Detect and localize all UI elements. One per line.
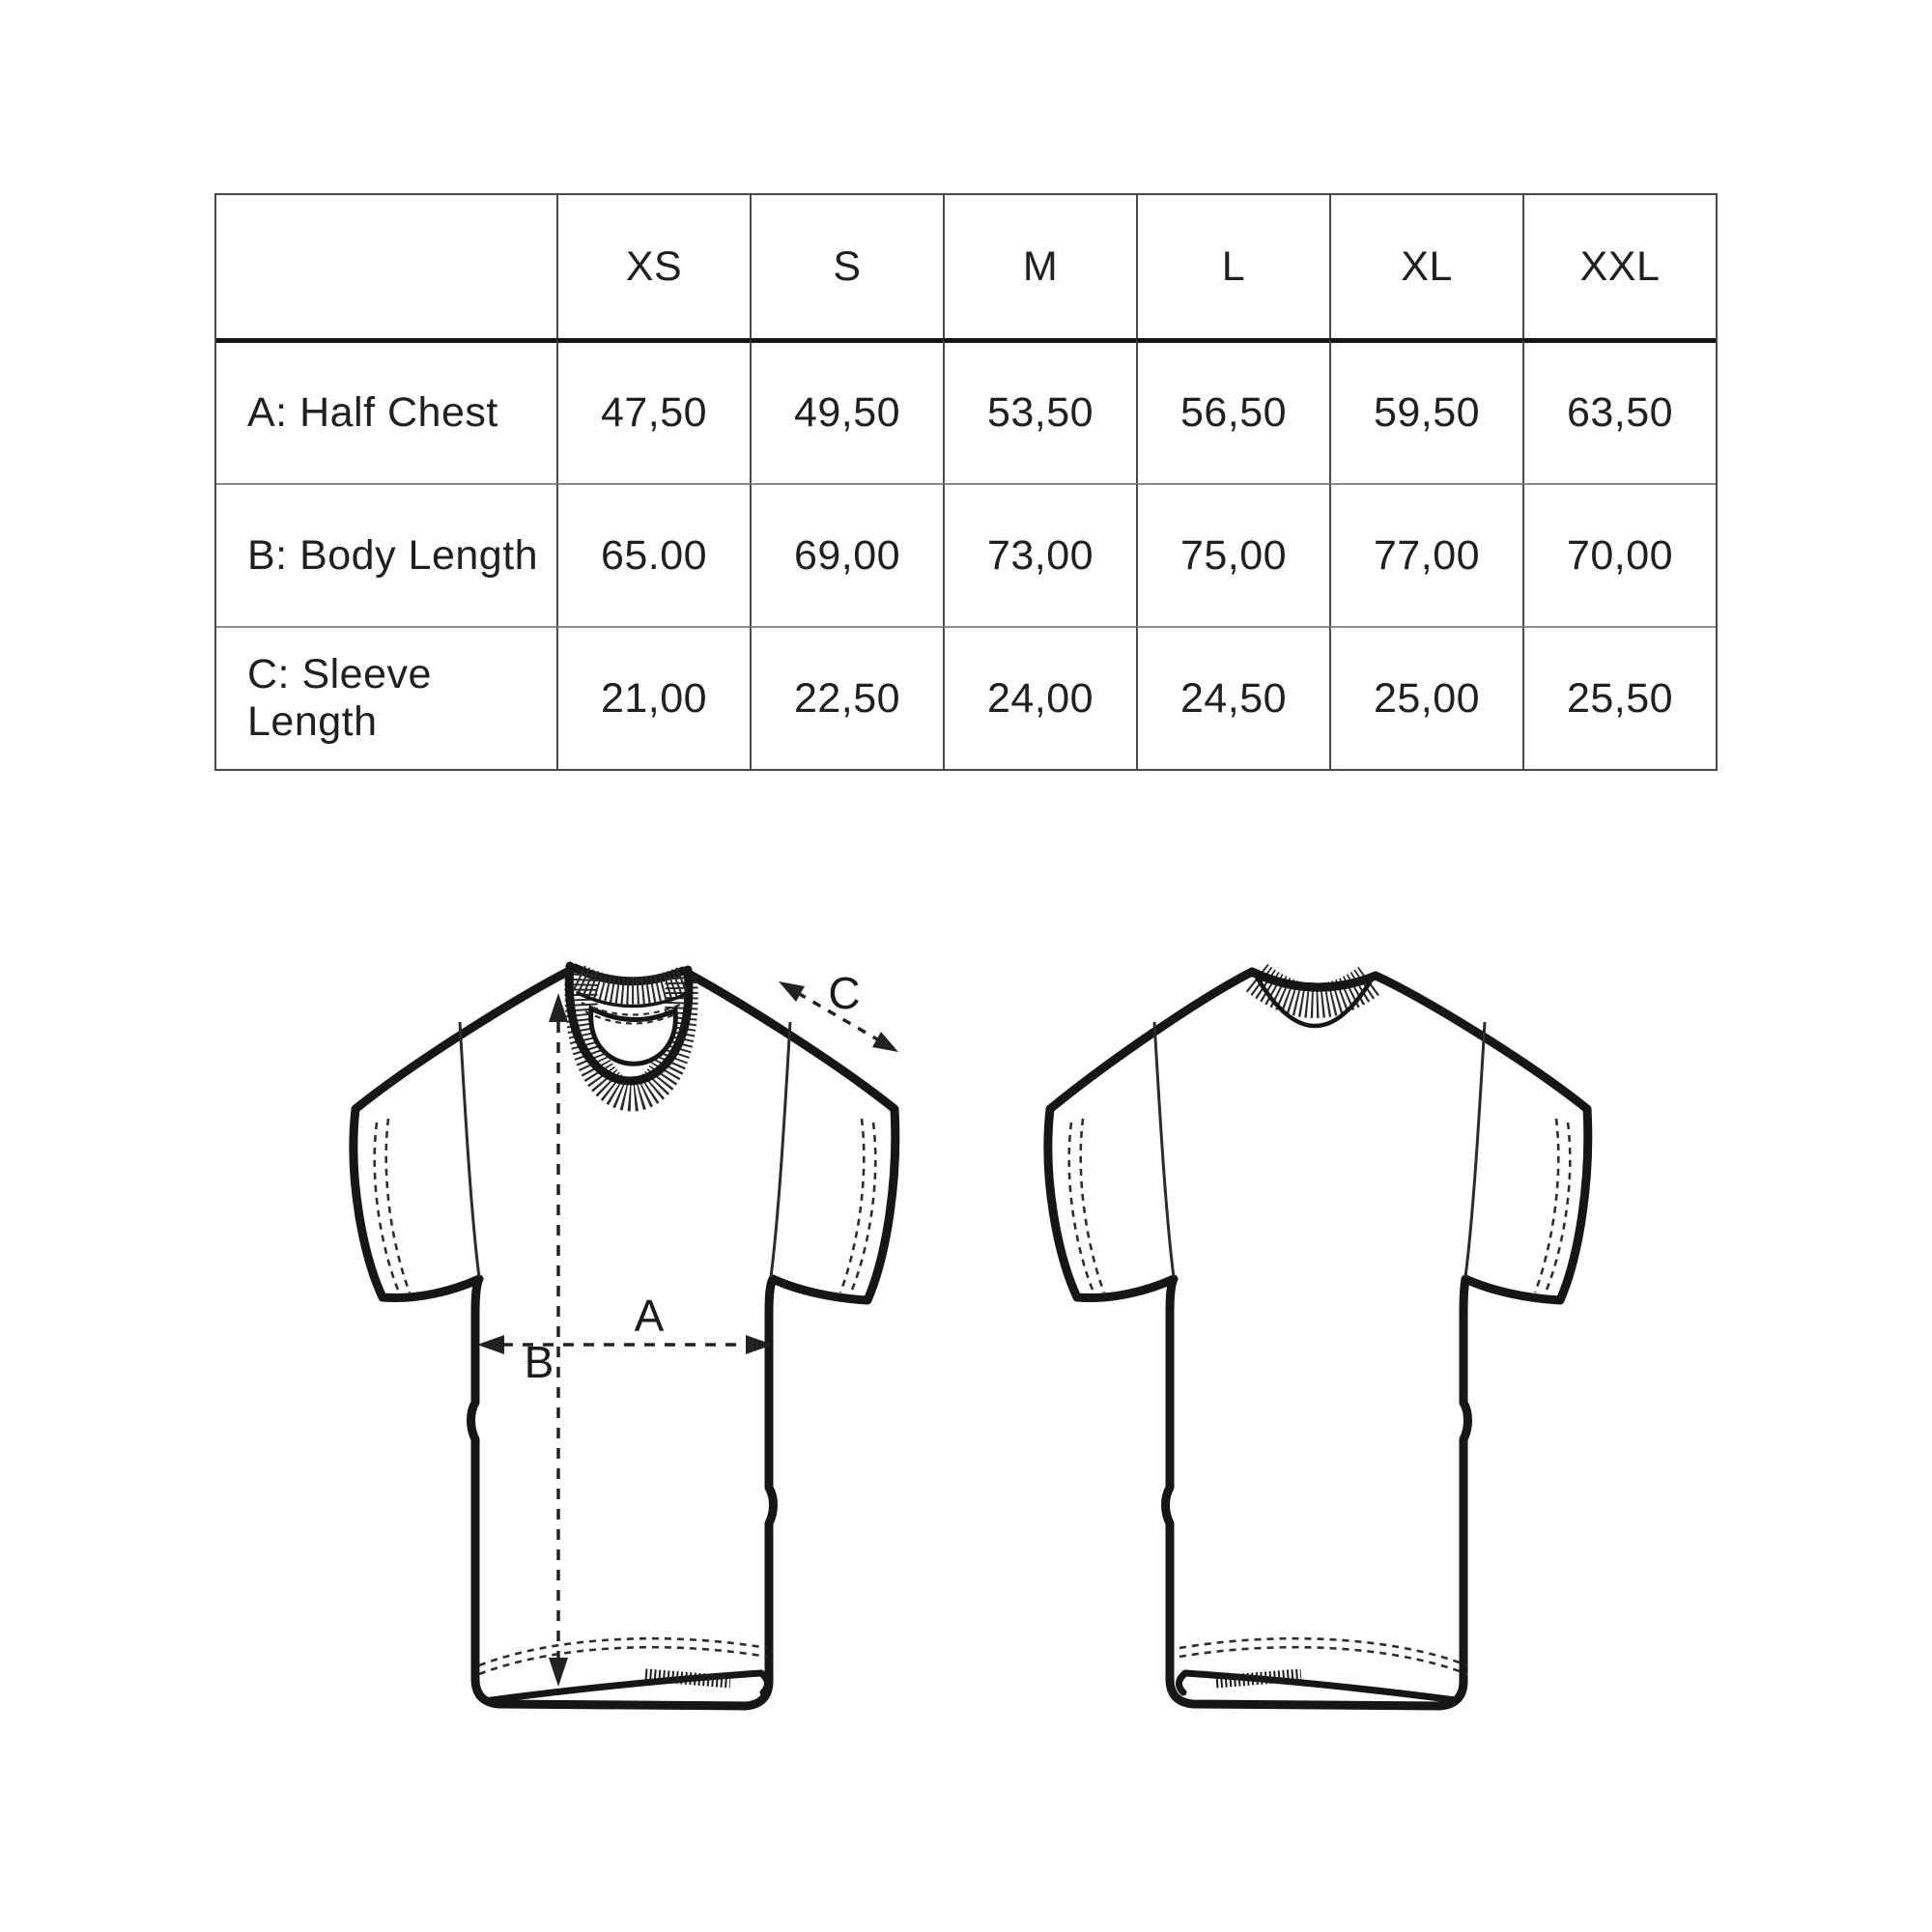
front-neck-opening (588, 1005, 678, 1066)
measurement-label-b: B (525, 1337, 554, 1387)
size-value-cell: 77,00 (1329, 483, 1522, 626)
front-collar-band-edge (576, 991, 686, 1009)
measurement-arrow-a (477, 1335, 773, 1354)
size-chart-table: XS S M L XL XXL A: Half Chest 47,50 49,5… (214, 193, 1718, 771)
size-value-cell: 24,50 (1136, 626, 1329, 769)
measurement-label-a: A (635, 1291, 665, 1341)
back-collar (1245, 963, 1381, 1029)
front-collar (564, 961, 698, 1112)
back-hem (1176, 1636, 1468, 1704)
front-body-outline (349, 963, 900, 1711)
front-right-cuff-stitch (848, 1122, 877, 1295)
size-value-cell: 56,50 (1136, 338, 1329, 483)
front-right-shoulder-seam (769, 1021, 792, 1278)
tshirt-back-view (1043, 963, 1593, 1711)
back-body-outline (1043, 967, 1593, 1711)
front-hem (478, 1636, 771, 1704)
measurement-arrow-c (779, 981, 898, 1052)
front-left-cuff-stitch (373, 1122, 402, 1295)
size-column-header-xxl: XXL (1522, 195, 1716, 338)
back-right-cuff-stitch (1543, 1122, 1572, 1295)
front-collar-outer-outline (564, 961, 694, 1086)
front-neck-stitch-line (584, 1010, 678, 1025)
back-left-cuff-stitch (1067, 1122, 1096, 1295)
back-hem-zigzag-stitch (1215, 1668, 1302, 1689)
back-hem-stitch-line (1179, 1645, 1468, 1676)
front-hem-fold-line (487, 1669, 771, 1704)
measurement-row-label: B: Body Length (216, 483, 556, 626)
back-collar-top-outline (1247, 967, 1380, 992)
size-value-cell: 49,50 (750, 338, 943, 483)
size-value-cell: 21,00 (556, 626, 750, 769)
size-value-cell: 65.00 (556, 483, 750, 626)
back-right-shoulder-seam (1463, 1021, 1487, 1278)
front-neck-stitch-line (581, 1002, 681, 1016)
size-value-cell: 25,50 (1522, 626, 1716, 769)
size-value-cell: 25,00 (1329, 626, 1522, 769)
back-collar-bottom-outline (1252, 971, 1376, 1029)
size-column-header-s: S (750, 195, 943, 338)
size-value-cell: 24,00 (943, 626, 1136, 769)
measurement-row-label: A: Half Chest (216, 338, 556, 483)
measurement-label-c: C (828, 968, 860, 1018)
size-value-cell: 47,50 (556, 338, 750, 483)
measurement-arrow-b (549, 993, 568, 1687)
size-value-cell: 73,00 (943, 483, 1136, 626)
size-value-cell: 53,50 (943, 338, 1136, 483)
size-value-cell: 75,00 (1136, 483, 1329, 626)
size-column-header-l: L (1136, 195, 1329, 338)
front-hem-stitch-line (478, 1645, 768, 1676)
tshirt-front-view: A B C (349, 961, 900, 1711)
front-collar-inner-band-rib (572, 965, 689, 1005)
back-collar-rib-band (1245, 963, 1381, 1018)
front-left-shoulder-seam (458, 1021, 481, 1278)
size-value-cell: 22,50 (750, 626, 943, 769)
size-column-header-xl: XL (1329, 195, 1522, 338)
size-column-header-xs: XS (556, 195, 750, 338)
size-value-cell: 59,50 (1329, 338, 1522, 483)
size-value-cell: 63,50 (1522, 338, 1716, 483)
measurement-row-label: C: Sleeve Length (216, 626, 556, 769)
front-hem-stitch-line (478, 1636, 768, 1667)
front-hem-zigzag-stitch (644, 1668, 731, 1689)
size-value-cell: 70,00 (1522, 483, 1716, 626)
front-collar-rib-ring (564, 972, 698, 1112)
size-value-cell: 69,00 (750, 483, 943, 626)
size-column-header-m: M (943, 195, 1136, 338)
back-hem-stitch-line (1179, 1636, 1468, 1667)
back-left-shoulder-seam (1152, 1021, 1176, 1278)
